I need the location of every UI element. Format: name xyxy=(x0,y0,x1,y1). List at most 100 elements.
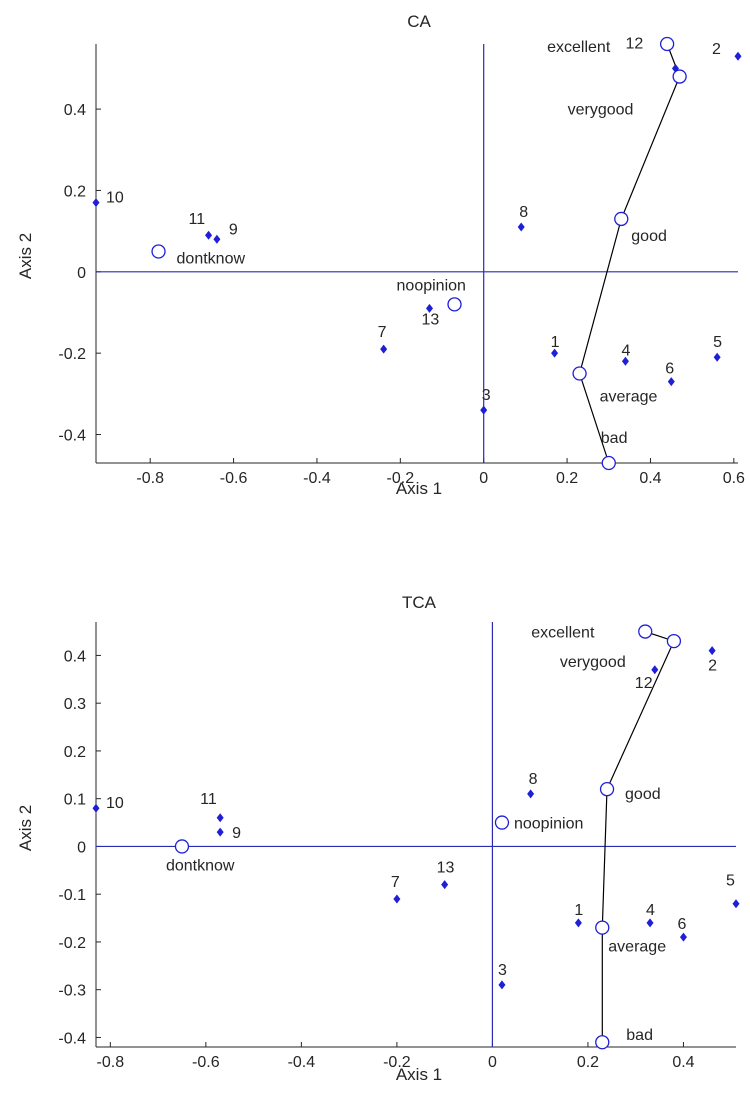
tca-category-path-line xyxy=(601,631,675,1043)
ca-row-label-4: 4 xyxy=(621,342,630,359)
ca-row-label-3: 3 xyxy=(482,387,491,404)
tca-row-label-11: 11 xyxy=(200,791,217,808)
tca-row-point-3 xyxy=(498,980,506,990)
tca-x-tick-label: -0.2 xyxy=(383,1054,411,1071)
ca-row-point-9 xyxy=(213,234,221,244)
ca-category-point-average xyxy=(572,366,587,381)
ca-panel: CA Axis 1 Axis 2 -0.8 -0.6 -0.4 -0.2 0 0.2 0.4… xyxy=(16,12,745,498)
tca-y-tick-label: 0.4 xyxy=(64,648,86,665)
ca-x-axis-label: Axis 1 xyxy=(396,479,442,498)
tca-x-axis-label: Axis 1 xyxy=(396,1065,442,1084)
tca-y-tick-label: -0.2 xyxy=(58,935,86,952)
ca-row-point-3 xyxy=(480,405,488,415)
ca-category-label-bad: bad xyxy=(601,430,628,447)
ca-x-tick-label: -0.4 xyxy=(303,470,331,487)
ca-row-label-6: 6 xyxy=(665,361,674,378)
tca-category-label-verygood: verygood xyxy=(560,654,626,671)
ca-row-label-13: 13 xyxy=(422,311,440,328)
ca-row-point-1 xyxy=(551,348,559,358)
ca-x-tick-label: 0.4 xyxy=(639,470,661,487)
tca-row-point-13 xyxy=(441,880,449,890)
tca-row-point-9 xyxy=(216,827,224,837)
ca-row-point-4 xyxy=(621,356,629,366)
tca-row-point-1 xyxy=(574,918,582,928)
tca-row-label-7: 7 xyxy=(391,874,400,891)
ca-category-label-verygood: verygood xyxy=(568,102,634,119)
tca-row-label-1: 1 xyxy=(574,902,583,919)
tca-row-point-10 xyxy=(92,803,100,813)
ca-row-point-10 xyxy=(92,198,100,208)
tca-row-label-2: 2 xyxy=(708,658,717,675)
tca-row-point-5 xyxy=(732,899,740,909)
tca-row-label-10: 10 xyxy=(106,795,124,812)
tca-row-point-2 xyxy=(708,646,716,656)
ca-category-label-dontknow: dontknow xyxy=(177,250,246,267)
tca-row-label-9: 9 xyxy=(232,825,241,842)
tca-panel: TCA Axis 1 Axis 2 -0.8 -0.6 -0.4 -0.2 0 0.2 0.… xyxy=(16,593,740,1084)
tca-category-label-dontknow: dontknow xyxy=(166,857,235,874)
ca-row-point-5 xyxy=(713,352,721,362)
tca-y-tick-label: 0 xyxy=(77,839,86,856)
tca-row-point-11 xyxy=(216,813,224,823)
tca-row-point-4 xyxy=(646,918,654,928)
tca-category-label-average: average xyxy=(608,939,666,956)
ca-category-label-average: average xyxy=(600,389,658,406)
tca-row-point-7 xyxy=(393,894,401,904)
ca-y-tick-label: 0.2 xyxy=(64,183,86,200)
ca-x-tick-label: -0.8 xyxy=(136,470,164,487)
tca-category-point-verygood xyxy=(666,633,682,649)
tca-y-tick-label: -0.3 xyxy=(58,983,86,1000)
tca-category-label-bad: bad xyxy=(626,1027,653,1044)
tca-x-tick-label: 0.2 xyxy=(577,1054,599,1071)
tca-title: TCA xyxy=(402,593,437,612)
tca-y-tick-label: -0.1 xyxy=(58,887,86,904)
ca-category-point-noopinion xyxy=(447,297,462,312)
tca-x-tick-label: 0 xyxy=(488,1054,497,1071)
ca-category-label-noopinion: noopinion xyxy=(397,277,466,294)
ca-row-label-1: 1 xyxy=(551,334,560,351)
ca-row-point-8 xyxy=(517,222,525,232)
tca-y-tick-label: -0.4 xyxy=(58,1030,86,1047)
ca-y-tick-label: -0.2 xyxy=(58,346,86,363)
ca-y-tick-label: -0.4 xyxy=(58,428,86,445)
tca-category-label-noopinion: noopinion xyxy=(514,816,583,833)
tca-category-label-good: good xyxy=(625,786,661,803)
ca-row-point-11 xyxy=(205,230,213,240)
ca-category-label-good: good xyxy=(631,228,667,245)
tca-row-point-6 xyxy=(679,932,687,942)
ca-row-point-6 xyxy=(667,377,675,387)
tca-row-label-6: 6 xyxy=(677,916,686,933)
tca-category-point-bad xyxy=(595,1035,610,1050)
tca-y-tick-label: 0.3 xyxy=(64,696,86,713)
tca-y-axis-label: Axis 2 xyxy=(16,805,35,851)
ca-category-point-dontknow xyxy=(151,244,166,259)
tca-category-point-good xyxy=(599,781,615,797)
tca-row-label-8: 8 xyxy=(529,771,538,788)
ca-category-point-bad xyxy=(601,455,616,471)
ca-category-point-excellent xyxy=(659,36,675,52)
tca-row-label-12: 12 xyxy=(635,675,653,692)
ca-x-tick-label: -0.2 xyxy=(387,470,415,487)
tca-y-tick-label: 0.2 xyxy=(64,744,86,761)
ca-x-tick-label: 0.6 xyxy=(723,470,745,487)
ca-row-label-8: 8 xyxy=(519,204,528,221)
ca-row-label-12: 12 xyxy=(625,35,643,52)
ca-row-label-9: 9 xyxy=(229,221,238,238)
ca-row-label-2: 2 xyxy=(712,41,721,58)
tca-x-tick-label: 0.4 xyxy=(672,1054,694,1071)
ca-x-tick-label: 0 xyxy=(479,470,488,487)
ca-x-tick-label: -0.6 xyxy=(220,470,248,487)
ca-x-tick-label: 0.2 xyxy=(556,470,578,487)
tca-category-point-dontknow xyxy=(174,839,190,854)
ca-title: CA xyxy=(407,12,431,31)
ca-row-label-10: 10 xyxy=(106,190,124,207)
ca-y-tick-label: 0 xyxy=(77,265,86,282)
tca-y-tick-label: 0.1 xyxy=(64,792,86,809)
ca-category-point-good xyxy=(614,211,629,227)
tca-category-label-excellent: excellent xyxy=(531,625,595,642)
tca-row-point-12 xyxy=(651,665,659,675)
ca-row-point-2 xyxy=(734,51,742,61)
ca-y-tick-label: 0.4 xyxy=(64,102,86,119)
tca-row-label-13: 13 xyxy=(437,860,455,877)
